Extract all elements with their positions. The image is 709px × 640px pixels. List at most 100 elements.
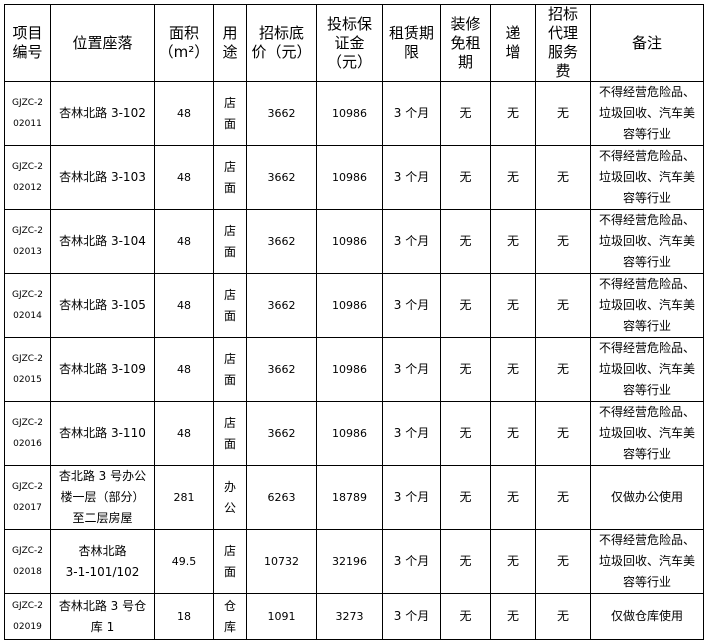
cell-location: 杏林北路 3-110 (50, 401, 155, 466)
cell-rent-free: 无 (440, 593, 491, 640)
cell-remarks: 不得经营危险品、 垃圾回收、汽车美 容等行业 (590, 401, 704, 466)
cell-location: 杏林北路 3-103 (50, 145, 155, 210)
cell-item-code: GJZC-2 02014 (4, 273, 51, 338)
cell-usage: 店 面 (213, 273, 247, 338)
cell-remarks: 仅做办公使用 (590, 465, 704, 530)
table-row: GJZC-2 02015 杏林北路 3-109 48 店 面 3662 10986 3 个月… (4, 337, 704, 402)
header-increment: 递 增 (490, 4, 536, 82)
cell-area: 48 (154, 209, 214, 274)
cell-increment: 无 (490, 465, 536, 530)
cell-usage: 店 面 (213, 337, 247, 402)
cell-rent-free: 无 (440, 145, 491, 210)
cell-increment: 无 (490, 273, 536, 338)
cell-agency-fee: 无 (535, 401, 591, 466)
cell-increment: 无 (490, 337, 536, 402)
cell-rent-free: 无 (440, 337, 491, 402)
cell-agency-fee: 无 (535, 81, 591, 146)
cell-increment: 无 (490, 209, 536, 274)
cell-usage: 办 公 (213, 465, 247, 530)
cell-item-code: GJZC-2 02016 (4, 401, 51, 466)
header-item-code: 项目 编号 (4, 4, 51, 82)
cell-base-price: 3662 (246, 81, 317, 146)
cell-deposit: 10986 (316, 337, 383, 402)
cell-usage: 店 面 (213, 145, 247, 210)
cell-deposit: 3273 (316, 593, 383, 640)
cell-lease-term: 3 个月 (382, 529, 441, 594)
cell-agency-fee: 无 (535, 273, 591, 338)
cell-rent-free: 无 (440, 401, 491, 466)
table-row: GJZC-2 02019 杏林北路 3 号仓 库 1 18 仓 库 1091 3273 3 … (4, 593, 704, 640)
cell-deposit: 10986 (316, 145, 383, 210)
cell-location: 杏北路 3 号办公 楼一层（部分） 至二层房屋 (50, 465, 155, 530)
cell-item-code: GJZC-2 02011 (4, 81, 51, 146)
cell-agency-fee: 无 (535, 337, 591, 402)
cell-area: 48 (154, 401, 214, 466)
cell-lease-term: 3 个月 (382, 145, 441, 210)
cell-lease-term: 3 个月 (382, 465, 441, 530)
cell-area: 49.5 (154, 529, 214, 594)
cell-deposit: 32196 (316, 529, 383, 594)
cell-base-price: 3662 (246, 209, 317, 274)
table-row: GJZC-2 02013 杏林北路 3-104 48 店 面 3662 10986 3 个月… (4, 209, 704, 274)
cell-location: 杏林北路 3 号仓 库 1 (50, 593, 155, 640)
cell-rent-free: 无 (440, 273, 491, 338)
cell-increment: 无 (490, 401, 536, 466)
lease-table: 项目 编号 位置座落 面积 （m²）用 途招标底 价（元） 投标保 证金 （元） 租赁期… (4, 4, 704, 640)
cell-remarks: 不得经营危险品、 垃圾回收、汽车美 容等行业 (590, 273, 704, 338)
header-base-price: 招标底 价（元） (246, 4, 317, 82)
cell-location: 杏林北路 3-109 (50, 337, 155, 402)
header-rent-free: 装修 免租 期 (440, 4, 491, 82)
cell-deposit: 10986 (316, 81, 383, 146)
cell-item-code: GJZC-2 02013 (4, 209, 51, 274)
cell-location: 杏林北路 3-104 (50, 209, 155, 274)
cell-increment: 无 (490, 145, 536, 210)
cell-rent-free: 无 (440, 529, 491, 594)
cell-agency-fee: 无 (535, 593, 591, 640)
cell-usage: 仓 库 (213, 593, 247, 640)
cell-agency-fee: 无 (535, 465, 591, 530)
cell-base-price: 3662 (246, 401, 317, 466)
cell-location: 杏林北路 3-102 (50, 81, 155, 146)
cell-agency-fee: 无 (535, 145, 591, 210)
cell-item-code: GJZC-2 02017 (4, 465, 51, 530)
cell-remarks: 不得经营危险品、 垃圾回收、汽车美 容等行业 (590, 337, 704, 402)
cell-rent-free: 无 (440, 209, 491, 274)
cell-base-price: 3662 (246, 337, 317, 402)
cell-deposit: 10986 (316, 401, 383, 466)
cell-base-price: 10732 (246, 529, 317, 594)
cell-agency-fee: 无 (535, 209, 591, 274)
cell-increment: 无 (490, 529, 536, 594)
cell-deposit: 18789 (316, 465, 383, 530)
cell-deposit: 10986 (316, 209, 383, 274)
cell-area: 48 (154, 337, 214, 402)
cell-area: 48 (154, 145, 214, 210)
table-row: GJZC-2 02017 杏北路 3 号办公 楼一层（部分） 至二层房屋 281 办 … (4, 465, 704, 530)
cell-lease-term: 3 个月 (382, 337, 441, 402)
cell-area: 18 (154, 593, 214, 640)
cell-base-price: 3662 (246, 145, 317, 210)
cell-item-code: GJZC-2 02019 (4, 593, 51, 640)
header-location: 位置座落 (50, 4, 155, 82)
cell-area: 281 (154, 465, 214, 530)
cell-remarks: 仅做仓库使用 (590, 593, 704, 640)
table-row: GJZC-2 02011 杏林北路 3-102 48 店 面 3662 10986 3 个月… (4, 81, 704, 146)
table-row: GJZC-2 02016 杏林北路 3-110 48 店 面 3662 10986 3 个月… (4, 401, 704, 466)
header-lease-term: 租赁期 限 (382, 4, 441, 82)
header-area: 面积 （m²） (154, 4, 214, 82)
cell-area: 48 (154, 273, 214, 338)
header-remarks: 备注 (590, 4, 704, 82)
cell-item-code: GJZC-2 02018 (4, 529, 51, 594)
cell-base-price: 6263 (246, 465, 317, 530)
table-row: GJZC-2 02012 杏林北路 3-103 48 店 面 3662 10986 3 个月… (4, 145, 704, 210)
cell-remarks: 不得经营危险品、 垃圾回收、汽车美 容等行业 (590, 81, 704, 146)
table-row: GJZC-2 02018 杏林北路 3-1-101/102 49.5 店 面 10732… (4, 529, 704, 594)
cell-rent-free: 无 (440, 465, 491, 530)
cell-item-code: GJZC-2 02012 (4, 145, 51, 210)
cell-lease-term: 3 个月 (382, 593, 441, 640)
cell-lease-term: 3 个月 (382, 209, 441, 274)
header-deposit: 投标保 证金 （元） (316, 4, 383, 82)
cell-location: 杏林北路 3-105 (50, 273, 155, 338)
header-usage: 用 途 (213, 4, 247, 82)
cell-remarks: 不得经营危险品、 垃圾回收、汽车美 容等行业 (590, 145, 704, 210)
cell-deposit: 10986 (316, 273, 383, 338)
